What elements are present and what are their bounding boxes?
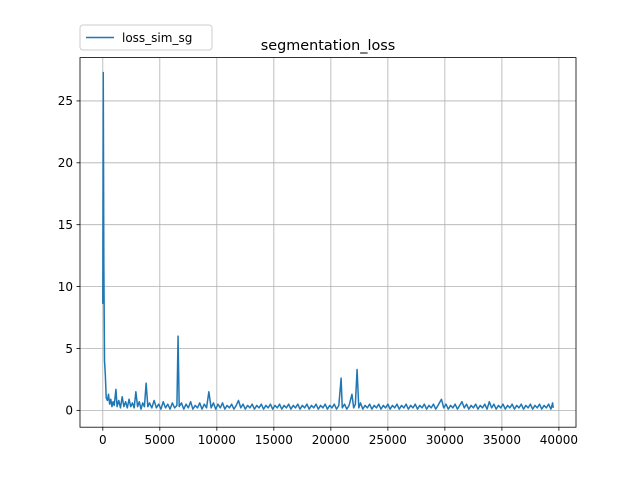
- y-tick-label: 15: [58, 218, 73, 232]
- legend: loss_sim_sg: [79, 24, 213, 51]
- x-tick-label: 15000: [255, 433, 293, 447]
- x-tick-label: 30000: [426, 433, 464, 447]
- y-tick-label: 5: [65, 342, 73, 356]
- plot-frame: [79, 57, 577, 428]
- x-tick-label: 25000: [369, 433, 407, 447]
- y-tick-label: 20: [58, 156, 73, 170]
- x-tick-label: 10000: [198, 433, 236, 447]
- y-tick-label: 25: [58, 94, 73, 108]
- chart-title: segmentation_loss: [261, 38, 396, 54]
- x-tick-label: 35000: [483, 433, 521, 447]
- y-axis-ticks: 0 5 10 15 20 25: [58, 94, 80, 418]
- series-layer: [102, 71, 554, 410]
- x-tick-label: 40000: [540, 433, 578, 447]
- legend-frame: [79, 24, 213, 51]
- legend-label-loss-sim-sg: loss_sim_sg: [122, 31, 192, 45]
- x-tick-label: 5000: [145, 433, 176, 447]
- x-axis-ticks: 0 5000 10000 15000 20000 25000 30000 35000 40000: [99, 427, 578, 447]
- series-line-0: [102, 71, 554, 410]
- grid-lines: [80, 57, 576, 428]
- y-tick-label: 0: [65, 404, 73, 418]
- plot-background: [80, 57, 576, 428]
- x-tick-label: 20000: [312, 433, 350, 447]
- x-tick-label: 0: [99, 433, 107, 447]
- y-tick-label: 10: [58, 280, 73, 294]
